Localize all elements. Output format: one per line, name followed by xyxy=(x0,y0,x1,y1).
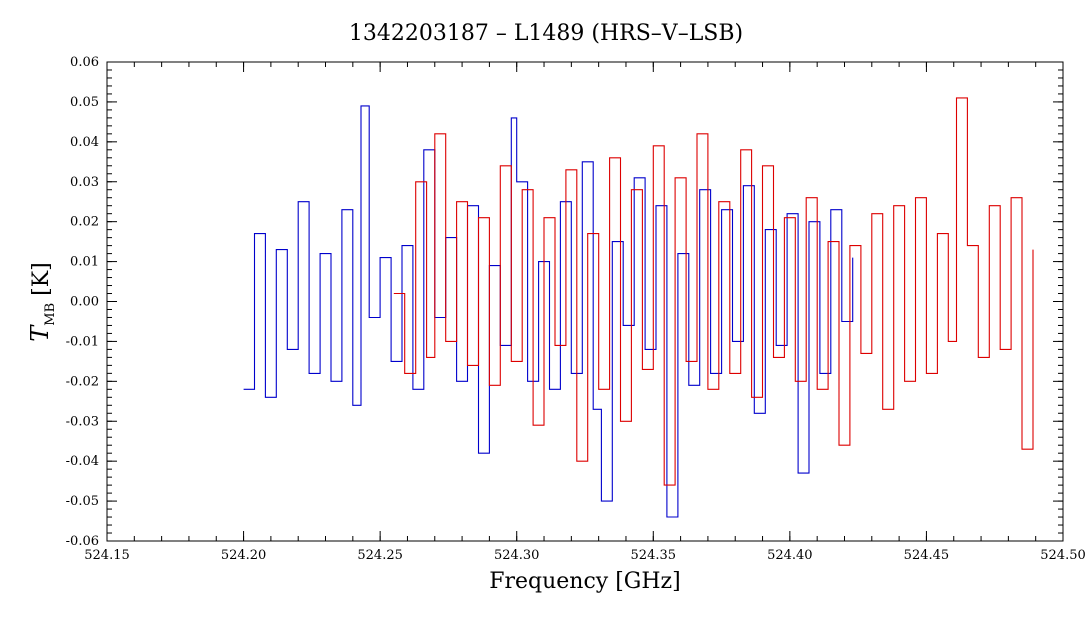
x-tick-label: 524.35 xyxy=(631,548,677,563)
x-axis-label: Frequency [GHz] xyxy=(489,569,681,594)
x-tick-label: 524.40 xyxy=(767,548,813,563)
plot-frame xyxy=(106,61,1064,542)
y-tick-label: -0.06 xyxy=(66,534,99,549)
y-tick-label: -0.02 xyxy=(66,374,99,389)
y-tick-label: 0.04 xyxy=(70,135,99,150)
axis-ticks xyxy=(106,61,1064,542)
y-tick-label: 0.06 xyxy=(70,55,99,70)
svg-text:TMB [K]: TMB [K] xyxy=(26,262,58,342)
y-tick-label: -0.04 xyxy=(66,454,99,469)
y-tick-label: 0.00 xyxy=(70,295,99,310)
axis-tick-labels: 524.15 524.20 524.25 524.30 524.35 524.40 524.… xyxy=(66,55,1086,563)
y-tick-label: 0.05 xyxy=(70,95,99,110)
x-tick-label: 524.30 xyxy=(494,548,540,563)
x-tick-label: 524.20 xyxy=(221,548,267,563)
y-tick-label: -0.05 xyxy=(66,494,99,509)
y-axis-label-subscript: MB xyxy=(43,303,58,326)
y-axis-label-main: T xyxy=(26,324,54,342)
series-line-2 xyxy=(393,97,1034,486)
x-tick-label: 524.25 xyxy=(357,548,403,563)
y-tick-label: 0.03 xyxy=(70,175,99,190)
y-tick-label: 0.02 xyxy=(70,215,99,230)
series-group xyxy=(243,97,1034,518)
y-tick-label: -0.01 xyxy=(66,334,99,349)
x-tick-label: 524.45 xyxy=(904,548,950,563)
x-tick-label: 524.15 xyxy=(84,548,130,563)
y-axis-label-unit: [K] xyxy=(29,262,54,296)
y-axis-label: TMB [K] xyxy=(26,262,58,342)
y-tick-label: 0.01 xyxy=(70,255,99,270)
y-tick-label: -0.03 xyxy=(66,414,99,429)
series-line-1 xyxy=(243,105,854,518)
chart-title: 1342203187 – L1489 (HRS–V–LSB) xyxy=(349,21,743,46)
x-tick-label: 524.50 xyxy=(1040,548,1086,563)
